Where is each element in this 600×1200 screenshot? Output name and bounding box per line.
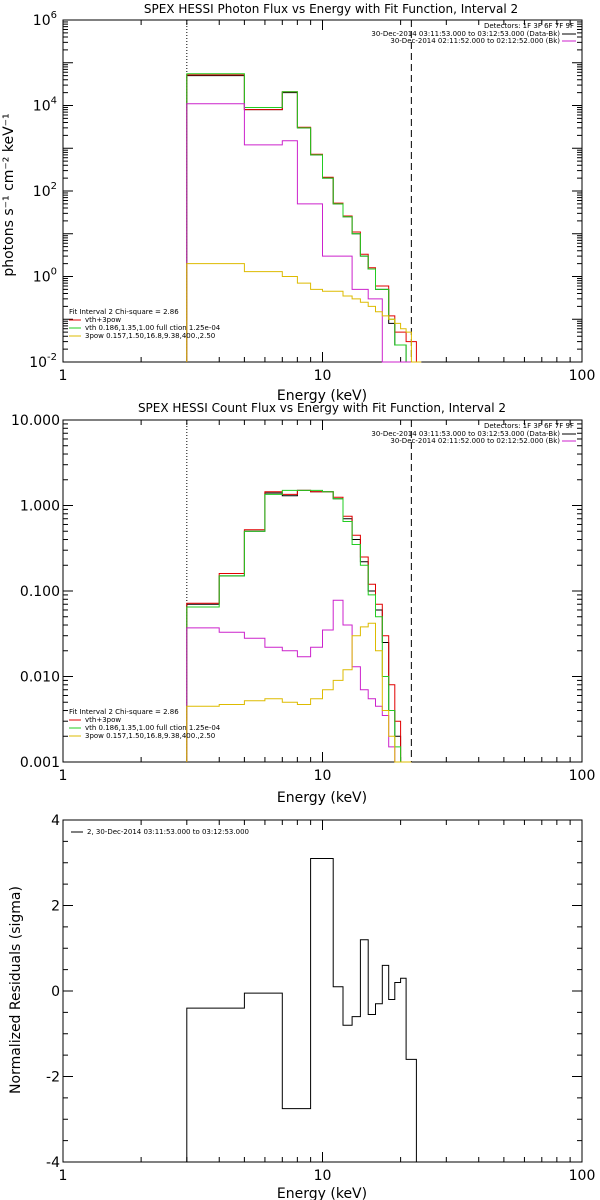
histogram-series-4 — [186, 622, 412, 763]
x-tick-label: 100 — [569, 768, 596, 784]
x-tick-label: 1 — [59, 768, 68, 784]
y-tick-exponent: 6 — [51, 10, 57, 21]
count-flux-panel: SPEX HESSI Count Flux vs Energy with Fit… — [11, 401, 595, 806]
y-tick-exponent: 2 — [51, 181, 57, 192]
plot-frame — [62, 819, 583, 1163]
y-tick-label: -2 — [46, 1070, 60, 1086]
y-tick-label: 102 — [33, 181, 57, 200]
x-tick-label: 10 — [314, 1168, 332, 1184]
legend-header: Detectors: 1F 3F 6F 7F 9F — [484, 22, 574, 30]
histogram-series-3 — [186, 103, 422, 363]
legend-header: Detectors: 1F 3F 6F 7F 9F — [484, 422, 574, 430]
panel-title: SPEX HESSI Count Flux vs Energy with Fit… — [138, 401, 506, 415]
y-tick-label: 106 — [33, 10, 57, 29]
y-tick-label: 104 — [33, 96, 57, 115]
y-tick-exponent: 0 — [51, 267, 57, 278]
y-tick-label: 10-2 — [29, 352, 57, 371]
panel-title: SPEX HESSI Photon Flux vs Energy with Fi… — [144, 2, 518, 16]
legend-entry-label: 30-Dec-2014 03:11:53.000 to 03:12:53.000… — [371, 430, 560, 438]
y-axis-label: Normalized Residuals (sigma) — [8, 886, 24, 1094]
fit-legend-label: vth 0.186,1.35,1.00 full ction 1.25e-04 — [85, 324, 221, 332]
y-tick-base: 10 — [33, 13, 51, 29]
y-tick-label: 4 — [51, 813, 60, 829]
histogram-series-0 — [186, 75, 422, 363]
fit-legend-label: vth+3pow — [85, 716, 121, 724]
legend-entry-label: 30-Dec-2014 03:11:53.000 to 03:12:53.000… — [371, 30, 560, 38]
x-axis-label: Energy (keV) — [277, 1186, 367, 1200]
y-tick-label: 100 — [33, 267, 57, 286]
fit-legend-label: vth 0.186,1.35,1.00 full ction 1.25e-04 — [85, 724, 221, 732]
legend-entry-label: 2, 30-Dec-2014 03:11:53.000 to 03:12:53.… — [87, 828, 249, 836]
y-tick-exponent: -2 — [47, 352, 57, 363]
y-tick-label: 2 — [51, 899, 60, 915]
x-axis-label: Energy (keV) — [277, 790, 367, 806]
y-tick-base: 10 — [33, 184, 51, 200]
x-axis-label: Energy (keV) — [277, 388, 367, 404]
y-tick-base: 10 — [29, 355, 47, 371]
fit-legend-label: 3pow 0.157,1.50,16.8,9.38,400.,2.50 — [85, 732, 215, 740]
fit-legend-label: vth+3pow — [85, 316, 121, 324]
histogram-series-3 — [186, 599, 396, 762]
y-tick-label: -4 — [46, 1155, 60, 1171]
fit-legend-label: 3pow 0.157,1.50,16.8,9.38,400.,2.50 — [85, 332, 215, 340]
histogram-series-0 — [186, 858, 417, 1162]
histogram-series-2 — [186, 73, 422, 363]
x-tick-label: 10 — [314, 368, 332, 384]
y-axis-label: photons s⁻¹ cm⁻² keV⁻¹ — [1, 113, 17, 276]
fit-legend-header: Fit Interval 2 Chi-square = 2.86 — [69, 308, 179, 316]
y-tick-label: 0.010 — [20, 670, 60, 686]
y-tick-label: 1.000 — [20, 499, 60, 515]
fit-legend-header: Fit Interval 2 Chi-square = 2.86 — [69, 708, 179, 716]
x-tick-label: 1 — [59, 1168, 68, 1184]
legend-entry-label: 30-Dec-2014 02:11:52.000 to 02:12:52.000… — [390, 37, 560, 45]
histogram-series-4 — [186, 263, 422, 363]
residuals-panel: Normalized Residuals (sigma) Energy (keV… — [8, 813, 595, 1200]
y-tick-base: 10 — [33, 270, 51, 286]
legend-entry-label: 30-Dec-2014 02:11:52.000 to 02:12:52.000… — [390, 437, 560, 445]
y-tick-label: 0.001 — [20, 755, 60, 771]
x-tick-label: 100 — [569, 368, 596, 384]
y-tick-label: 0.100 — [20, 584, 60, 600]
x-tick-label: 10 — [314, 768, 332, 784]
y-tick-exponent: 4 — [51, 96, 57, 107]
histogram-series-1 — [186, 489, 412, 763]
x-tick-label: 100 — [569, 1168, 596, 1184]
y-tick-base: 10 — [33, 99, 51, 115]
photon-flux-panel: SPEX HESSI Photon Flux vs Energy with Fi… — [1, 2, 595, 404]
y-tick-label: 0 — [51, 984, 60, 1000]
histogram-series-2 — [186, 489, 402, 762]
x-tick-label: 1 — [59, 368, 68, 384]
y-tick-label: 10.000 — [11, 413, 60, 429]
histogram-series-1 — [186, 74, 422, 363]
